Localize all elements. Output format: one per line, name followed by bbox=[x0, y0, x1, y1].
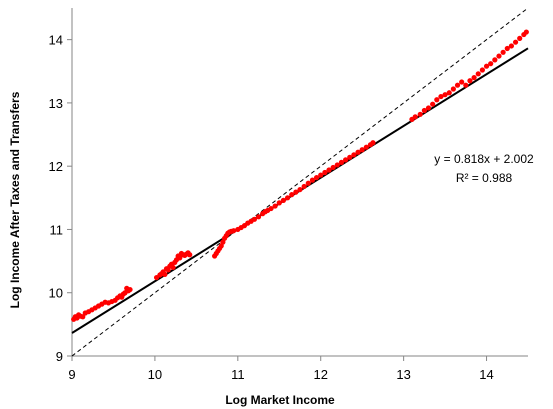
data-point bbox=[363, 144, 369, 150]
data-point bbox=[459, 79, 465, 85]
data-point bbox=[479, 67, 485, 73]
x-tick-label: 12 bbox=[313, 367, 327, 382]
data-point bbox=[412, 114, 418, 120]
data-point bbox=[347, 154, 353, 160]
data-point bbox=[301, 183, 307, 190]
data-point bbox=[508, 43, 515, 49]
data-point bbox=[280, 197, 287, 203]
data-point bbox=[442, 92, 448, 98]
data-point bbox=[313, 174, 320, 181]
y-tick-label: 10 bbox=[49, 286, 63, 301]
y-tick-label: 14 bbox=[49, 33, 63, 48]
data-point bbox=[177, 255, 183, 261]
data-point bbox=[355, 149, 361, 155]
y-tick-label: 13 bbox=[49, 96, 63, 111]
data-point bbox=[483, 63, 490, 69]
x-tick-label: 11 bbox=[231, 367, 245, 382]
data-point bbox=[338, 159, 345, 165]
data-point bbox=[305, 180, 311, 186]
y-tick-label: 11 bbox=[50, 222, 64, 237]
data-point bbox=[293, 189, 299, 195]
data-point bbox=[523, 29, 529, 35]
data-point bbox=[334, 162, 340, 168]
data-point bbox=[80, 314, 86, 320]
data-point bbox=[434, 97, 440, 103]
data-point bbox=[251, 216, 257, 222]
data-point bbox=[463, 82, 469, 88]
x-tick-label: 9 bbox=[68, 367, 75, 382]
data-point bbox=[330, 164, 336, 171]
data-point bbox=[284, 195, 291, 201]
y-tick-label: 12 bbox=[49, 159, 63, 174]
data-point bbox=[430, 101, 436, 107]
data-point bbox=[268, 205, 274, 212]
data-point bbox=[504, 45, 510, 52]
x-tick-label: 10 bbox=[148, 367, 162, 382]
data-points bbox=[71, 29, 529, 322]
y-axis-title: Log Income After Taxes and Transfers bbox=[8, 91, 22, 308]
data-point bbox=[276, 200, 282, 206]
r-squared-label: R² = 0.988 bbox=[456, 171, 513, 185]
data-point bbox=[318, 172, 324, 178]
data-point bbox=[467, 78, 473, 84]
equation-label: y = 0.818x + 2.002 bbox=[434, 152, 534, 166]
data-point bbox=[421, 107, 427, 114]
data-point bbox=[255, 214, 262, 220]
data-point bbox=[475, 71, 481, 77]
data-point bbox=[289, 192, 295, 198]
data-point bbox=[351, 152, 357, 158]
data-point bbox=[492, 57, 498, 63]
data-point bbox=[370, 140, 376, 146]
identity-line bbox=[71, 7, 529, 357]
data-point bbox=[454, 82, 461, 88]
data-point bbox=[187, 252, 193, 258]
data-point bbox=[170, 264, 176, 271]
x-tick-label: 13 bbox=[396, 367, 410, 382]
x-axis-title: Log Market Income bbox=[225, 393, 335, 407]
x-tick-label: 14 bbox=[479, 367, 493, 382]
x-axis-ticks: 9 10 11 12 13 14 bbox=[68, 356, 494, 382]
y-tick-label: 9 bbox=[56, 349, 63, 364]
data-point bbox=[425, 105, 432, 111]
data-point bbox=[512, 39, 519, 45]
data-point bbox=[438, 93, 444, 100]
data-point bbox=[343, 157, 349, 163]
data-point bbox=[471, 75, 477, 81]
data-point bbox=[326, 167, 332, 173]
y-axis-ticks: 9 10 11 12 13 14 bbox=[49, 33, 72, 364]
data-point bbox=[127, 286, 133, 293]
data-point bbox=[231, 228, 237, 234]
data-point bbox=[417, 111, 423, 117]
data-point bbox=[446, 90, 452, 96]
data-point bbox=[488, 61, 494, 67]
data-point bbox=[309, 177, 316, 183]
data-point bbox=[162, 271, 168, 277]
data-point bbox=[272, 203, 278, 209]
data-point bbox=[297, 186, 303, 193]
axes bbox=[71, 8, 528, 357]
data-point bbox=[496, 53, 502, 59]
data-point bbox=[500, 49, 506, 55]
data-point bbox=[517, 35, 523, 41]
data-point bbox=[450, 86, 456, 92]
data-point bbox=[359, 147, 365, 153]
data-point bbox=[322, 169, 328, 176]
